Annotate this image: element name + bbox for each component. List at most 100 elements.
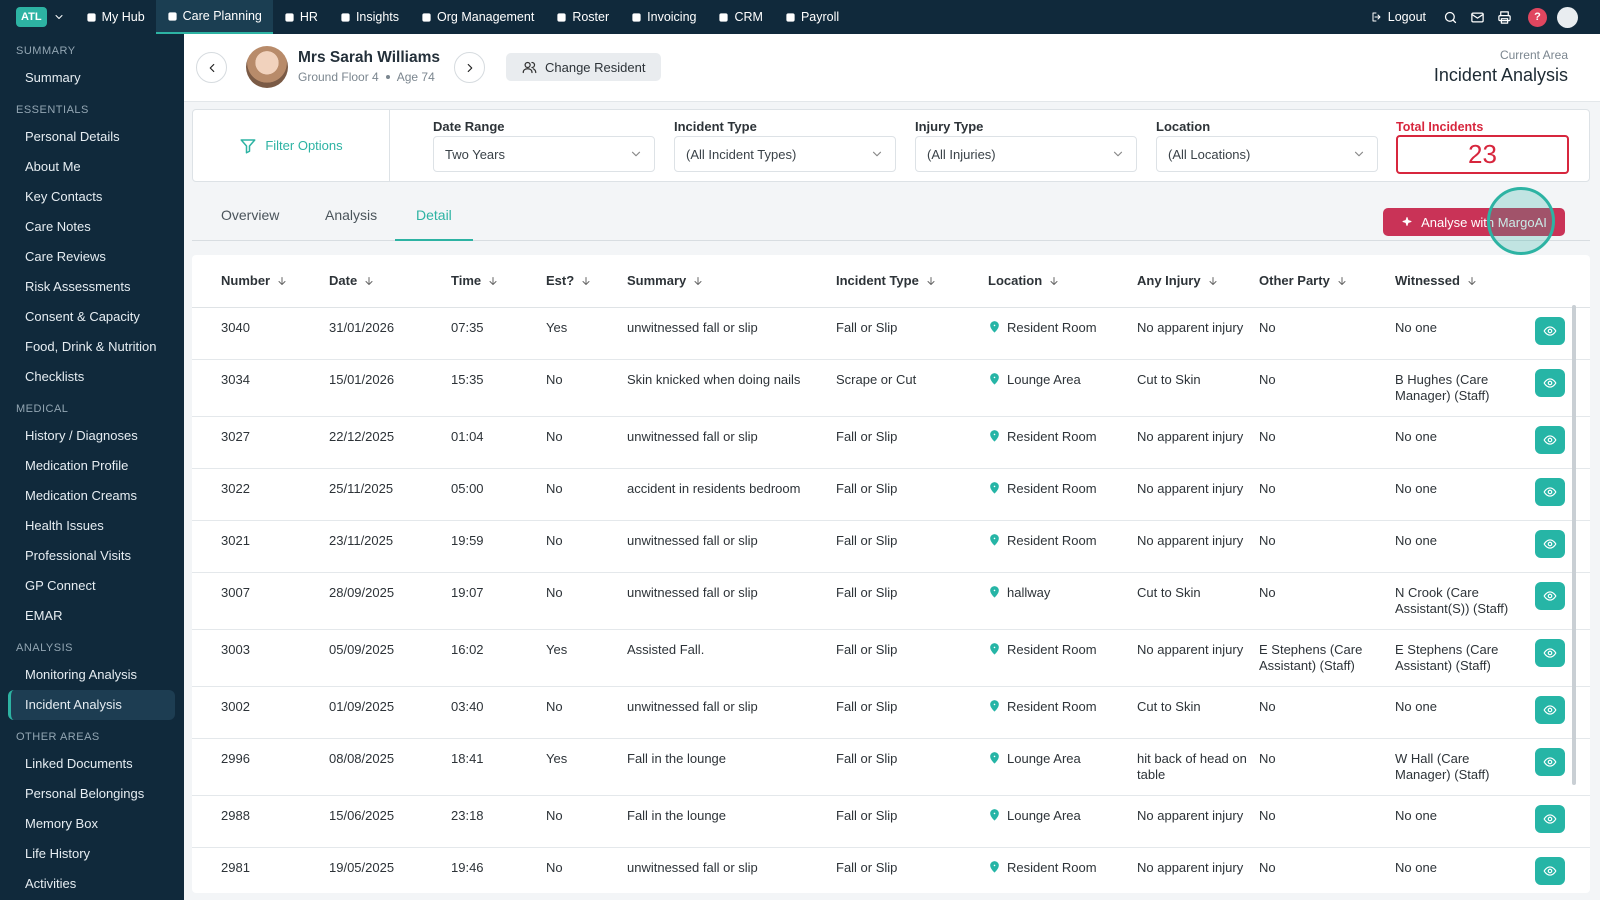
column-header[interactable]: Number [221,255,329,307]
sidebar-item[interactable]: Food, Drink & Nutrition [25,339,157,354]
view-button[interactable] [1535,582,1565,610]
view-button[interactable] [1535,369,1565,397]
sidebar-item[interactable]: Linked Documents [25,756,133,771]
column-header[interactable]: Time [451,255,546,307]
logout[interactable]: Logout [1360,0,1437,34]
sidebar-item[interactable]: Medication Profile [25,458,129,473]
view-button[interactable] [1535,857,1565,885]
column-header[interactable]: Other Party [1259,255,1395,307]
table-cell: unwitnessed fall or slip [627,699,758,714]
sidebar-item[interactable]: Personal Details [25,129,120,144]
view-button[interactable] [1535,748,1565,776]
sidebar-item[interactable]: Care Reviews [25,249,106,264]
column-label: Time [451,273,482,288]
tab[interactable]: Overview [221,207,280,223]
nav-item[interactable]: Payroll [774,0,850,34]
nav-item[interactable]: CRM [707,0,773,34]
sidebar-item[interactable]: Key Contacts [25,189,103,204]
sidebar-item[interactable]: Monitoring Analysis [25,667,137,682]
filter-select[interactable]: (All Locations) [1156,136,1378,172]
sidebar-item[interactable]: Summary [25,70,81,85]
view-button[interactable] [1535,696,1565,724]
view-button[interactable] [1535,639,1565,667]
sidebar-item[interactable]: Professional Visits [25,548,131,563]
brand[interactable]: ATL [16,7,47,27]
pin-icon [990,700,999,712]
table-cell: No one [1395,808,1437,823]
view-button[interactable] [1535,530,1565,558]
sidebar-item[interactable]: Risk Assessments [25,279,131,294]
help[interactable]: ? [1528,7,1547,27]
filter-select[interactable]: (All Incident Types) [674,136,896,172]
nav-item[interactable]: My Hub [75,0,156,34]
nav-item[interactable]: Insights [329,0,410,34]
pin-icon [990,373,999,385]
next-button[interactable] [454,52,485,83]
eye-icon [1547,541,1553,547]
filter-options[interactable]: Filter Options [193,110,390,181]
column-header[interactable]: Location [988,255,1137,307]
table-cell: No apparent injury [1137,481,1244,496]
tab[interactable]: Detail [395,199,473,241]
table-row: 3007 28/09/2025 19:07 No unwitnessed fall or… [192,573,1590,630]
sidebar-item[interactable]: GP Connect [25,578,96,593]
filter-select[interactable]: (All Injuries) [915,136,1137,172]
column-header[interactable]: Est? [546,255,627,307]
nav-item[interactable]: Org Management [410,0,545,34]
sidebar-item[interactable]: Incident Analysis [8,690,175,720]
sidebar-item[interactable]: Health Issues [25,518,104,533]
eye-icon [1543,539,1557,549]
area-label: Current Area [1499,48,1568,62]
sidebar-item[interactable]: Memory Box [25,816,98,831]
user-avatar[interactable] [1557,6,1578,28]
nav-item[interactable]: HR [273,0,329,34]
table-cell: 22/12/2025 [329,429,395,444]
table-cell: E Stephens (Care Assistant) (Staff) [1259,642,1363,673]
sidebar-item[interactable]: History / Diagnoses [25,428,138,443]
nav-item[interactable]: Care Planning [155,0,273,34]
table-cell: No [1259,585,1276,600]
table-cell: Lounge Area [988,739,1137,795]
column-header[interactable]: Any Injury [1137,255,1259,307]
column-header[interactable]: Date [329,255,451,307]
sidebar-item[interactable]: Care Notes [25,219,91,234]
view-button[interactable] [1535,478,1565,506]
eye-icon [1543,866,1557,876]
select-chevron [1354,151,1364,157]
sidebar-item[interactable]: Checklists [25,369,85,384]
sort-icon [1468,277,1476,285]
nav-item[interactable]: Roster [545,0,620,34]
column-header[interactable]: Summary [627,255,836,307]
table-cell: B Hughes (Care Manager) (Staff) [1395,372,1490,403]
toolbar-icon [1498,10,1511,24]
sidebar-item[interactable]: Personal Belongings [25,786,145,801]
prev-button[interactable] [196,52,227,83]
change-resident[interactable]: Change Resident [506,53,662,81]
tab[interactable]: Analysis [325,207,378,223]
view-button[interactable] [1535,426,1565,454]
filter-label: Incident Type [674,119,757,134]
filter-select[interactable]: Two Years [433,136,655,172]
column-header[interactable]: Witnessed [1395,255,1535,307]
sidebar-item[interactable]: Medication Creams [25,488,137,503]
sidebar-item[interactable]: Activities [25,876,77,891]
sidebar-item[interactable]: Consent & Capacity [25,309,140,324]
select-chevron [872,151,882,157]
cell-pad [1535,255,1590,307]
view-button[interactable] [1535,317,1565,345]
sidebar-item[interactable]: Life History [25,846,91,861]
sidebar-item[interactable]: EMAR [25,608,63,623]
table-cell: 3034 [221,372,250,387]
column-header[interactable]: Incident Type [836,255,988,307]
view-button[interactable] [1535,805,1565,833]
eye-icon [1543,487,1557,497]
table-cell: 15/01/2026 [329,372,395,387]
eye-icon [1543,435,1557,445]
section-title: ANALYSIS [16,642,73,654]
nav-item[interactable]: Invoicing [620,0,707,34]
table-cell: 28/09/2025 [329,585,395,600]
pin-icon [992,375,997,380]
eye-icon [1547,489,1553,495]
sidebar-item[interactable]: About Me [25,159,81,174]
pin-icon [990,586,999,598]
